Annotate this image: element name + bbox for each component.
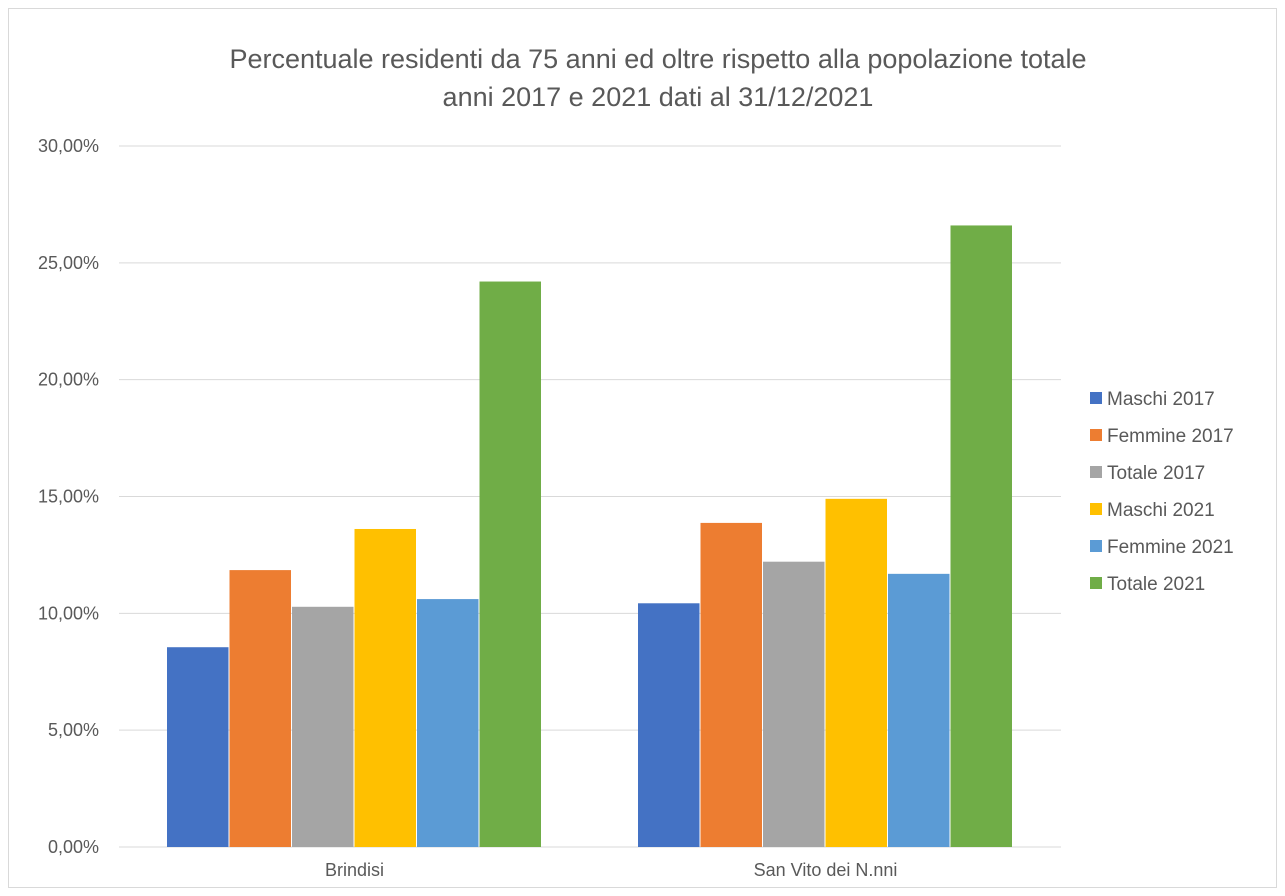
- bar: [950, 225, 1012, 848]
- category-label: Brindisi: [325, 860, 384, 880]
- bar: [479, 281, 541, 847]
- bar: [700, 522, 762, 847]
- chart-subtitle: anni 2017 e 2021 dati al 31/12/2021: [443, 82, 874, 112]
- y-tick-label: 30,00%: [38, 136, 99, 156]
- bar-chart: Percentuale residenti da 75 anni ed oltr…: [38, 44, 1234, 880]
- y-axis-ticks: 0,00% 5,00% 10,00% 15,00% 20,00% 25,00% 30,00%: [38, 136, 99, 857]
- bars: [167, 225, 1012, 848]
- y-tick-label: 10,00%: [38, 603, 99, 623]
- bar: [638, 603, 700, 847]
- bar: [292, 606, 354, 847]
- legend-label: Totale 2017: [1107, 463, 1205, 484]
- bar: [167, 647, 229, 847]
- y-tick-label: 25,00%: [38, 253, 99, 273]
- legend-swatch: [1090, 577, 1102, 589]
- bar: [825, 498, 887, 847]
- legend-label: Femmine 2017: [1107, 426, 1234, 447]
- y-tick-label: 15,00%: [38, 487, 99, 507]
- legend-swatch: [1090, 540, 1102, 552]
- y-tick-label: 0,00%: [48, 837, 99, 857]
- bar: [229, 570, 291, 847]
- legend-label: Totale 2021: [1107, 574, 1205, 595]
- chart-area: Percentuale residenti da 75 anni ed oltr…: [8, 8, 1277, 888]
- legend-label: Maschi 2021: [1107, 500, 1215, 521]
- y-tick-label: 5,00%: [48, 720, 99, 740]
- legend-swatch: [1090, 429, 1102, 441]
- legend-swatch: [1090, 392, 1102, 404]
- legend-swatch: [1090, 466, 1102, 478]
- bar: [417, 599, 479, 847]
- legend-swatch: [1090, 503, 1102, 515]
- category-label: San Vito dei N.nni: [754, 860, 898, 880]
- chart-title: Percentuale residenti da 75 anni ed oltr…: [229, 44, 1086, 74]
- bar: [763, 561, 825, 847]
- legend: Maschi 2017 Femmine 2017 Totale 2017 Maschi…: [1090, 389, 1234, 595]
- legend-label: Maschi 2017: [1107, 389, 1215, 410]
- legend-label: Femmine 2021: [1107, 537, 1234, 558]
- bar: [354, 528, 416, 847]
- bar: [888, 573, 950, 847]
- x-axis-categories: Brindisi San Vito dei N.nni: [325, 860, 897, 880]
- y-tick-label: 20,00%: [38, 370, 99, 390]
